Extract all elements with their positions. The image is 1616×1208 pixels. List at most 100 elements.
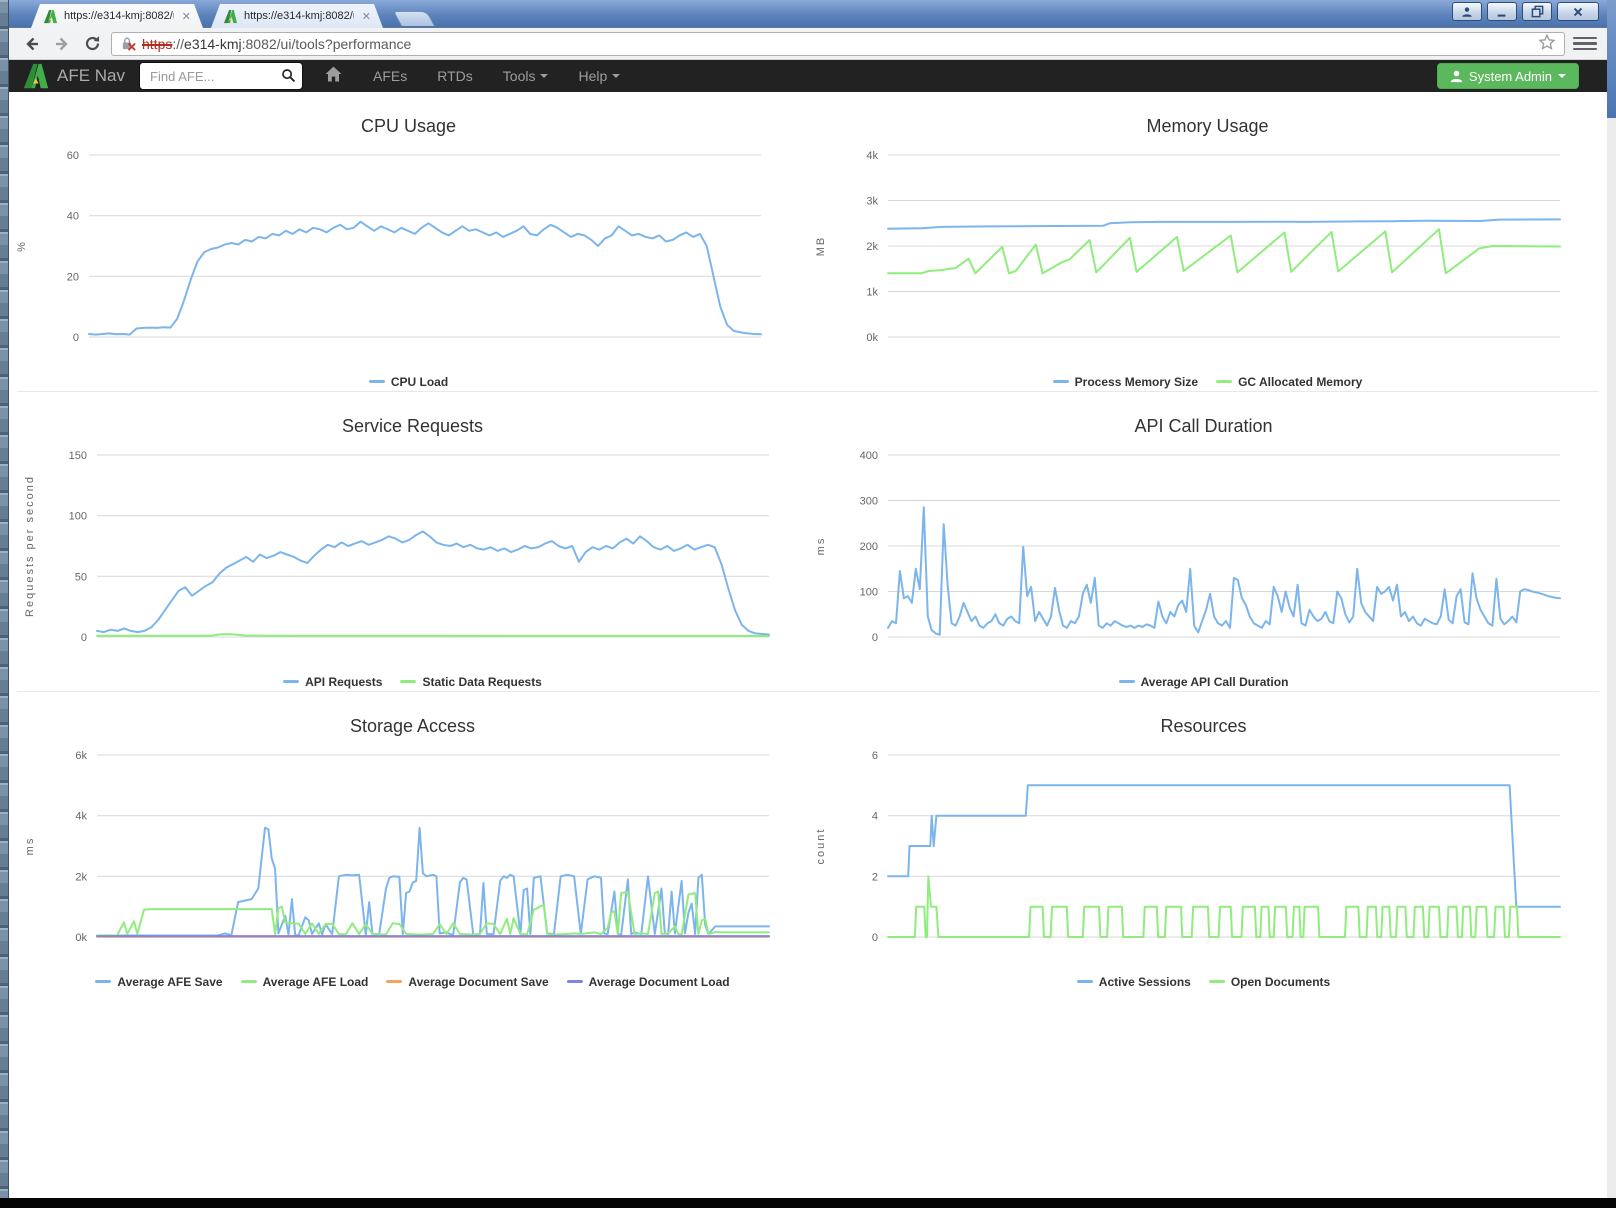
back-arrow-icon [26, 37, 38, 50]
browser-toolbar: https://e314-kmj:8082/ui/tools?performan… [9, 28, 1607, 60]
svg-text:4k: 4k [75, 811, 87, 823]
svg-text:2: 2 [872, 871, 878, 883]
svg-text:4: 4 [872, 811, 878, 823]
chevron-down-icon [1558, 74, 1566, 78]
user-icon [1450, 70, 1463, 82]
svg-text:0: 0 [872, 932, 878, 944]
legend-item[interactable]: Average API Call Duration [1118, 675, 1288, 689]
url-scheme: https [142, 35, 173, 52]
address-bar[interactable]: https://e314-kmj:8082/ui/tools?performan… [111, 31, 1565, 56]
browser-window: https://e314-kmj:8082/ui/ ✕ https://e314… [9, 0, 1607, 1198]
svg-text:100: 100 [860, 587, 878, 599]
nav-item-help[interactable]: Help [563, 68, 635, 84]
browser-tab-2[interactable]: https://e314-kmj:8082/ui/ ✕ [211, 4, 383, 28]
bookmark-star-icon[interactable] [1538, 33, 1556, 54]
home-icon [325, 66, 342, 81]
home-button[interactable] [325, 66, 342, 87]
brand[interactable]: AFE Nav [23, 63, 125, 89]
new-tab-button[interactable] [393, 11, 435, 26]
close-icon [1573, 7, 1583, 16]
svg-text:Requests per second: Requests per second [24, 475, 36, 617]
svg-text:ms: ms [815, 537, 827, 556]
search-input[interactable] [139, 62, 304, 90]
chevron-down-icon [540, 74, 549, 78]
chart-title: Resources [1160, 716, 1247, 736]
svg-text:0: 0 [73, 332, 79, 344]
afe-nav-logo-icon [23, 63, 49, 89]
svg-text:2k: 2k [75, 871, 87, 883]
svg-text:0k: 0k [866, 332, 878, 344]
legend-item[interactable]: Average AFE Save [95, 975, 223, 989]
chart-cpu-usage: CPU Usage 0 20 40 60% CPU Load [9, 98, 808, 391]
window-controls [1452, 2, 1599, 21]
url-text: https://e314-kmj:8082/ui/tools?performan… [142, 36, 411, 52]
refresh-button[interactable] [81, 33, 103, 55]
chart-legend: Average AFE Save Average AFE Load Average … [17, 973, 808, 991]
chart-title: Service Requests [341, 416, 484, 436]
restore-button[interactable] [1522, 2, 1552, 21]
chrome-menu-icon[interactable] [1573, 33, 1597, 55]
tab-close-icon[interactable]: ✕ [361, 10, 371, 23]
refresh-icon [85, 36, 99, 51]
svg-text:0: 0 [872, 632, 878, 644]
person-icon [1462, 6, 1472, 17]
chart-canvas: 0 20 40 60% [16, 150, 762, 344]
nav-item-afes[interactable]: AFEs [373, 68, 408, 84]
legend-item[interactable]: Average Document Save [386, 975, 549, 989]
tab-close-icon[interactable]: ✕ [181, 10, 191, 23]
afe-favicon-icon [223, 9, 238, 24]
brand-label: AFE Nav [57, 66, 126, 85]
url-path: :8082/ui/tools?performance [241, 35, 412, 52]
close-button[interactable] [1557, 2, 1599, 21]
afe-search [139, 62, 304, 90]
svg-text:6: 6 [872, 750, 878, 762]
chart-canvas: 0 2 4 6 count [815, 750, 1561, 944]
legend-item[interactable]: Static Data Requests [400, 675, 542, 689]
svg-text:4k: 4k [866, 150, 878, 162]
nav-item-tools[interactable]: Tools [488, 68, 564, 84]
chart-storage-access: Storage Access 0k 2k 4k 6k ms Average AFE Sa… [17, 698, 808, 991]
charts-row-2: Service Requests 0 50 100 150 Requests per s… [17, 391, 1599, 691]
legend-item[interactable]: CPU Load [368, 375, 448, 389]
legend-item[interactable]: Process Memory Size [1052, 375, 1198, 389]
svg-text:2k: 2k [866, 241, 878, 253]
restore-icon [1531, 5, 1543, 18]
chart-title: CPU Usage [360, 116, 457, 136]
svg-text:%: % [16, 240, 28, 252]
svg-text:0: 0 [81, 632, 87, 644]
svg-text:6k: 6k [75, 750, 87, 762]
forward-button[interactable] [51, 33, 73, 55]
minimize-button[interactable] [1487, 2, 1517, 21]
chevron-down-icon [612, 74, 621, 78]
chart-legend: Average API Call Duration [808, 673, 1599, 691]
legend-item[interactable]: API Requests [283, 675, 382, 689]
chart-memory-usage: Memory Usage 0k 1k 2k 3k 4k MB Process Memory… [808, 98, 1607, 391]
legend-item[interactable]: Open Documents [1208, 975, 1330, 989]
svg-text:ms: ms [24, 837, 36, 856]
svg-text:400: 400 [860, 450, 878, 462]
nav-item-rtds[interactable]: RTDs [437, 68, 473, 84]
legend-item[interactable]: Active Sessions [1076, 975, 1191, 989]
chart-legend: Active Sessions Open Documents [808, 973, 1599, 991]
svg-text:300: 300 [860, 496, 878, 508]
svg-text:MB: MB [815, 236, 827, 257]
chart-legend: Process Memory Size GC Allocated Memory [808, 373, 1607, 391]
system-admin-button[interactable]: System Admin [1436, 63, 1579, 89]
minimize-icon [1497, 14, 1506, 17]
search-icon[interactable] [281, 68, 296, 88]
legend-item[interactable]: Average Document Load [566, 975, 730, 989]
browser-tab-1[interactable]: https://e314-kmj:8082/ui/ ✕ [31, 4, 203, 28]
profile-button[interactable] [1452, 2, 1482, 21]
svg-text:200: 200 [860, 541, 878, 553]
legend-item[interactable]: Average AFE Load [240, 975, 368, 989]
chart-canvas: 0k 1k 2k 3k 4k MB [815, 150, 1561, 344]
back-button[interactable] [21, 33, 43, 55]
url-separator: :// [172, 35, 185, 52]
afe-favicon-icon [43, 9, 58, 24]
insecure-lock-icon[interactable] [120, 35, 137, 52]
svg-text:20: 20 [67, 271, 79, 283]
legend-item[interactable]: GC Allocated Memory [1216, 375, 1362, 389]
charts-row-1: CPU Usage 0 20 40 60% CPU Load Memory Usage… [9, 92, 1607, 391]
chart-api-call-duration: API Call Duration 0 100 200 300 400 ms Averag… [808, 398, 1599, 691]
